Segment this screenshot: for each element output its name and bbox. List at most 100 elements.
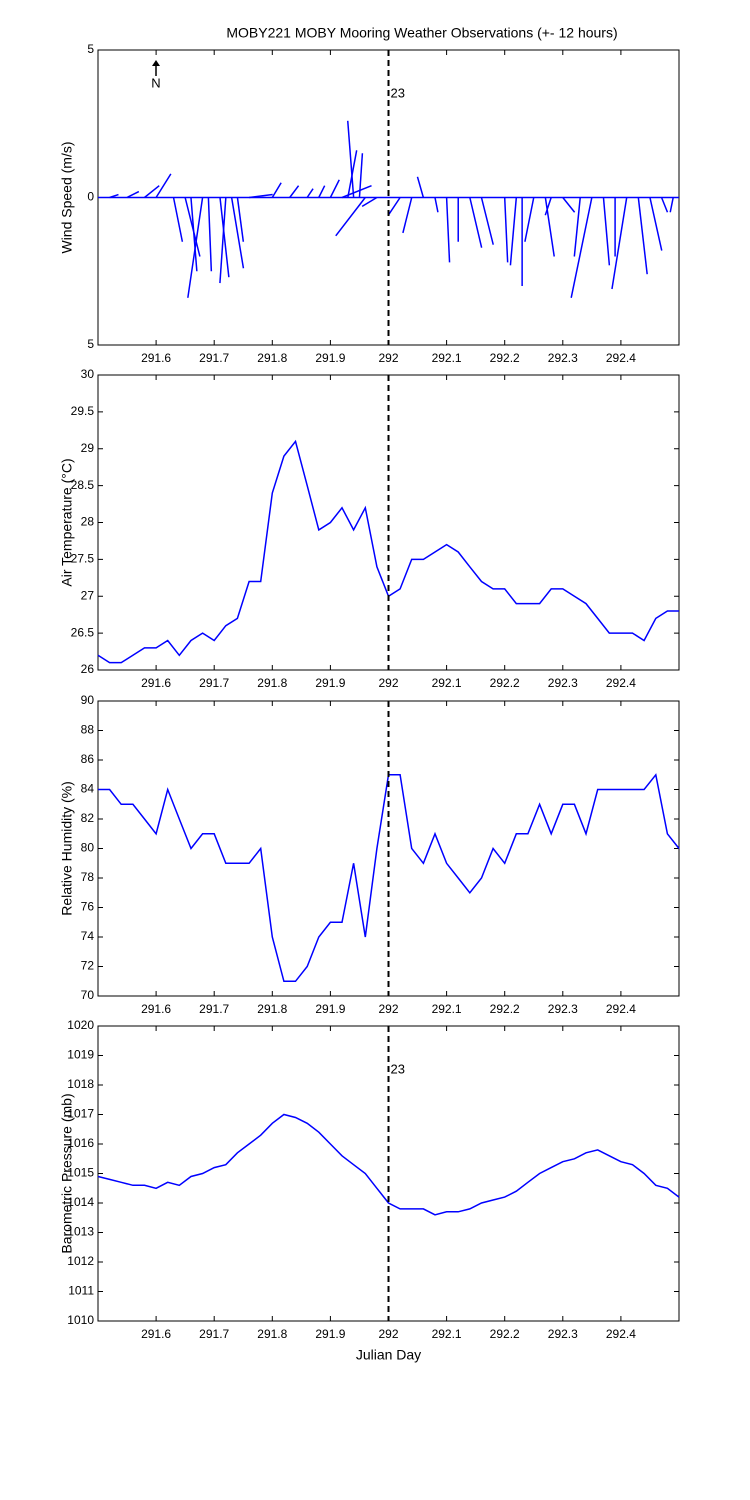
y-tick-label: 1014: [67, 1195, 94, 1209]
y-axis-label: Wind Speed (m/s): [59, 141, 75, 253]
y-tick-label: 5: [87, 42, 94, 56]
x-tick-label: 292.2: [490, 351, 520, 365]
x-tick-label: 292.3: [548, 1327, 578, 1341]
x-tick-label: 291.6: [141, 1002, 171, 1016]
north-arrow-head: [152, 60, 160, 66]
x-tick-label: 291.8: [257, 676, 287, 690]
wind-stick: [329, 179, 340, 198]
annotation: 23: [391, 1062, 405, 1077]
x-tick-label: 292.1: [432, 351, 462, 365]
north-label: N: [151, 75, 160, 90]
wind-stick: [335, 197, 366, 237]
data-line: [97, 1113, 680, 1216]
x-tick-label: 291.9: [315, 351, 345, 365]
wind-stick: [248, 193, 273, 199]
y-tick-label: 78: [81, 870, 95, 884]
wind-stick: [172, 197, 184, 242]
y-tick-label: 29: [81, 441, 95, 455]
x-tick-label: 291.8: [257, 351, 287, 365]
y-tick-label: 1011: [68, 1284, 94, 1298]
x-tick-label: 291.7: [199, 351, 229, 365]
y-tick-label: 28: [81, 515, 95, 529]
x-axis-label: Julian Day: [356, 1347, 421, 1363]
wind-stick: [509, 197, 518, 266]
y-tick-label: 26: [81, 662, 95, 676]
wind-stick: [434, 197, 439, 213]
x-tick-label: 292.2: [490, 676, 520, 690]
wind-stick: [144, 185, 160, 199]
y-tick-label: 5: [87, 337, 94, 351]
wind-stick: [416, 176, 425, 198]
wind-stick: [544, 197, 555, 257]
x-tick-label: 291.6: [141, 1327, 171, 1341]
y-tick-label: 84: [81, 782, 95, 796]
wind-stick: [562, 197, 576, 213]
y-tick-label: 1012: [67, 1254, 94, 1268]
wind-stick: [660, 197, 669, 213]
wind-stick: [602, 197, 611, 266]
wind-stick: [236, 197, 245, 242]
x-tick-label: 292.4: [606, 676, 636, 690]
wind-stick: [573, 197, 581, 257]
x-tick-label: 292.2: [490, 1002, 520, 1016]
wind-stick: [271, 182, 282, 198]
x-tick-label: 292: [378, 1327, 398, 1341]
y-tick-label: 1018: [67, 1077, 94, 1091]
y-tick-label: 72: [81, 959, 95, 973]
wind-stick: [289, 185, 300, 198]
x-tick-label: 291.9: [315, 1002, 345, 1016]
y-tick-label: 1020: [67, 1018, 94, 1032]
wind-stick: [544, 197, 552, 216]
wind-stick: [207, 197, 213, 272]
y-tick-label: 28.5: [71, 478, 95, 492]
x-tick-label: 291.6: [141, 676, 171, 690]
x-tick-label: 291.8: [257, 1327, 287, 1341]
wind-stick: [155, 173, 172, 198]
y-tick-label: 1010: [67, 1313, 94, 1327]
x-tick-label: 291.9: [315, 676, 345, 690]
y-axis-label: Relative Humidity (%): [59, 781, 75, 916]
wind-stick: [649, 197, 663, 251]
y-tick-label: 1019: [67, 1048, 94, 1062]
wind-stick: [219, 197, 230, 278]
wind-stick: [669, 197, 674, 213]
wind-stick: [126, 190, 140, 199]
x-tick-label: 292.4: [606, 1327, 636, 1341]
y-tick-label: 74: [81, 929, 95, 943]
wind-stick: [480, 197, 494, 245]
x-tick-label: 292: [378, 676, 398, 690]
x-tick-label: 292.4: [606, 351, 636, 365]
y-tick-label: 27.5: [71, 552, 95, 566]
x-tick-label: 292.3: [548, 351, 578, 365]
wind-stick: [469, 197, 483, 248]
wind-stick: [306, 188, 314, 198]
chart-title: MOBY221 MOBY Mooring Weather Observation…: [226, 25, 617, 41]
x-tick-label: 292: [378, 1002, 398, 1016]
y-axis-label: Barometric Pressure (mb): [59, 1093, 75, 1253]
wind-stick: [184, 197, 201, 257]
y-tick-label: 76: [81, 900, 95, 914]
x-tick-label: 292.1: [432, 1002, 462, 1016]
wind-stick: [503, 197, 509, 263]
wind-stick: [187, 197, 204, 298]
wind-stick: [570, 197, 593, 298]
y-tick-label: 90: [81, 693, 95, 707]
y-tick-label: 29.5: [71, 404, 95, 418]
wind-stick: [361, 196, 378, 207]
x-tick-label: 291.7: [199, 1327, 229, 1341]
y-tick-label: 26.5: [71, 625, 95, 639]
wind-stick: [358, 153, 364, 198]
x-tick-label: 292.1: [432, 676, 462, 690]
wind-stick: [346, 120, 355, 198]
x-tick-label: 291.6: [141, 351, 171, 365]
x-tick-label: 291.7: [199, 676, 229, 690]
y-tick-label: 70: [81, 988, 95, 1002]
x-tick-label: 292.3: [548, 1002, 578, 1016]
y-tick-label: 1017: [67, 1107, 94, 1121]
y-tick-label: 1013: [67, 1225, 94, 1239]
x-tick-label: 292.3: [548, 676, 578, 690]
wind-stick: [445, 197, 451, 263]
y-tick-label: 1015: [67, 1166, 94, 1180]
y-tick-label: 86: [81, 752, 95, 766]
